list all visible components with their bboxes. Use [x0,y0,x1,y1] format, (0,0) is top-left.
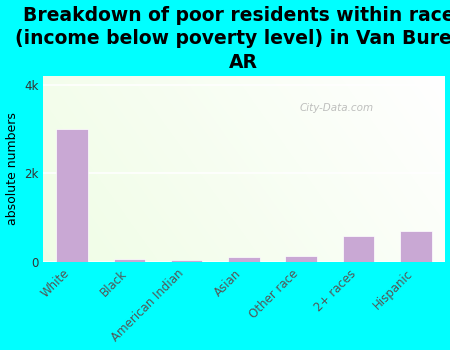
Bar [56,129,88,262]
Bar [228,257,260,262]
Title: Breakdown of poor residents within races
(income below poverty level) in Van Bur: Breakdown of poor residents within races… [15,6,450,71]
Bar [400,231,432,262]
Y-axis label: absolute numbers: absolute numbers [5,113,18,225]
Text: City-Data.com: City-Data.com [299,103,373,113]
Bar [285,256,317,262]
Bar [171,260,202,262]
Bar [113,259,145,262]
Bar [343,237,374,262]
